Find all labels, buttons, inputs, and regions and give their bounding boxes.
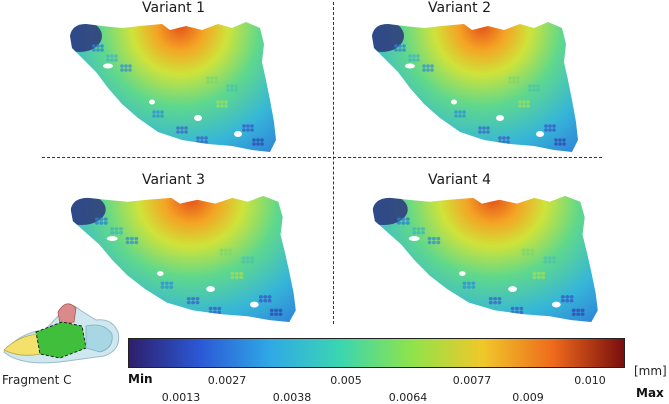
variant-2-title: Variant 2	[428, 0, 492, 16]
variant-4-title: Variant 4	[428, 172, 492, 188]
colorbar-min-label: Min	[128, 372, 153, 386]
colorbar-unit: [mm]	[634, 364, 667, 378]
fragment-label: Fragment C	[2, 373, 72, 387]
colorbar-tick-upper: 0.005	[330, 374, 362, 387]
colorbar-tick-upper: 0.0077	[452, 374, 492, 387]
colorbar-tick-upper: 0.0027	[207, 374, 247, 387]
colorbar-tick-lower: 0.0013	[161, 391, 201, 404]
colorbar-tick-lower: 0.009	[512, 391, 544, 404]
variant-1-title: Variant 1	[142, 0, 206, 16]
horizontal-divider	[42, 157, 602, 158]
vertical-divider	[333, 2, 334, 324]
colorbar-max-label: Max	[636, 386, 664, 400]
colorbar	[128, 338, 625, 368]
colorbar-tick-upper: 0.010	[574, 374, 606, 387]
colorbar-tick-lower: 0.0038	[272, 391, 312, 404]
colorbar-tick-lower: 0.0064	[388, 391, 428, 404]
fragment-c-icon	[3, 303, 120, 364]
variant-4-map	[372, 195, 598, 323]
variant-1-map	[70, 22, 276, 152]
variant-2-map	[372, 22, 578, 152]
variant-3-title: Variant 3	[142, 172, 206, 188]
variant-3-map	[70, 195, 296, 323]
